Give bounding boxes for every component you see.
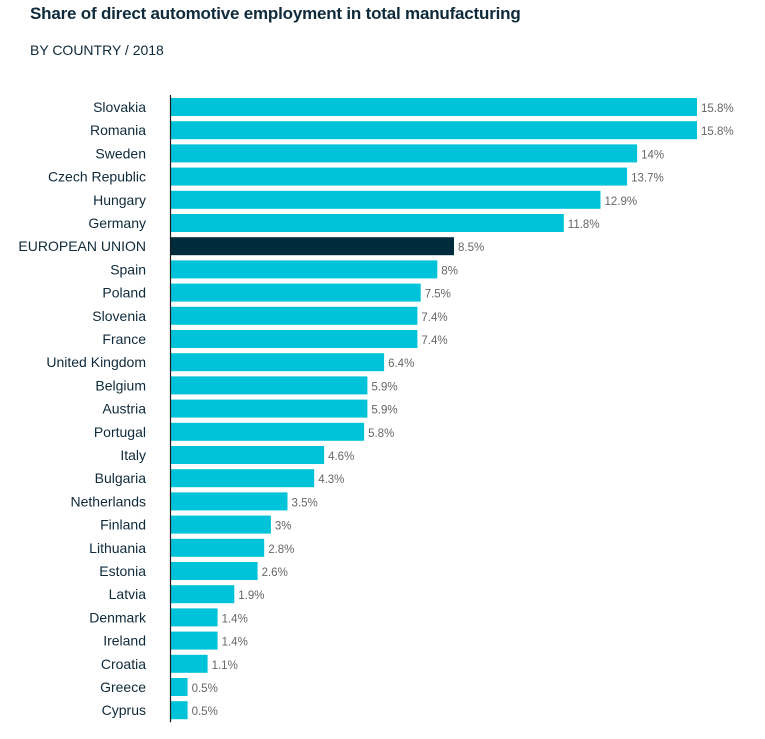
bar xyxy=(171,585,235,604)
category-label: Germany xyxy=(88,215,146,231)
data-label: 7.5% xyxy=(425,289,451,301)
chart-subtitle: BY COUNTRY / 2018 xyxy=(30,42,164,58)
category-label: EUROPEAN UNION xyxy=(18,238,146,254)
bar xyxy=(171,399,368,418)
data-label: 8.5% xyxy=(458,242,484,254)
bar xyxy=(171,469,315,488)
bar xyxy=(171,376,368,395)
category-label: United Kingdom xyxy=(46,354,146,370)
data-label: 7.4% xyxy=(421,312,447,324)
category-label: Italy xyxy=(120,447,146,463)
category-label: Ireland xyxy=(103,633,146,649)
data-label: 13.7% xyxy=(631,173,664,185)
category-label: Cyprus xyxy=(102,702,146,718)
bar xyxy=(171,214,564,232)
bar xyxy=(171,608,218,627)
data-label: 2.8% xyxy=(268,544,294,556)
data-label: 15.8% xyxy=(701,103,734,115)
bar xyxy=(171,306,418,325)
category-label: Portugal xyxy=(94,424,146,440)
category-label: Spain xyxy=(110,261,146,277)
data-label: 12.9% xyxy=(605,196,638,208)
bar xyxy=(171,422,365,441)
data-label: 1.4% xyxy=(222,613,248,625)
category-label: Denmark xyxy=(89,609,147,625)
bar xyxy=(171,562,258,580)
bar xyxy=(171,330,418,348)
bar xyxy=(171,98,697,116)
data-label: 1.1% xyxy=(212,660,238,672)
category-label: Belgium xyxy=(95,377,146,393)
bar xyxy=(171,631,218,650)
category-label: Slovakia xyxy=(93,99,146,115)
chart-title: Share of direct automotive employment in… xyxy=(30,4,521,23)
category-label: Slovenia xyxy=(92,308,146,324)
category-label: Sweden xyxy=(95,145,146,161)
category-label: Austria xyxy=(102,401,146,417)
category-label: Estonia xyxy=(99,563,146,579)
category-label: Finland xyxy=(100,517,146,533)
bar xyxy=(171,144,638,163)
category-label: Hungary xyxy=(93,192,146,208)
bar xyxy=(171,492,288,511)
data-label: 5.8% xyxy=(368,428,394,440)
category-label: Bulgaria xyxy=(95,470,147,486)
bar xyxy=(171,515,271,534)
category-label: France xyxy=(102,331,146,347)
category-label: Romania xyxy=(90,122,146,138)
data-label: 11.8% xyxy=(568,219,600,231)
bar xyxy=(171,353,385,372)
category-label: Lithuania xyxy=(89,540,146,556)
category-label: Greece xyxy=(100,679,146,695)
data-label: 5.9% xyxy=(371,405,397,417)
bar xyxy=(171,260,438,279)
data-label: 0.5% xyxy=(192,706,218,718)
bar xyxy=(171,237,454,256)
bar xyxy=(171,190,601,209)
data-label: 1.9% xyxy=(238,590,264,602)
data-label: 3% xyxy=(275,521,292,533)
value-labels: 15.8% 15.8% 14% 13.7% 12.9% 11.8% 8.5%8% 7.5% 7.… xyxy=(192,103,734,718)
bar xyxy=(171,446,325,464)
bar xyxy=(171,701,188,720)
data-label: 5.9% xyxy=(371,381,397,393)
data-label: 8% xyxy=(441,265,458,277)
bar xyxy=(171,538,265,557)
bar xyxy=(171,654,208,673)
data-label: 4.6% xyxy=(328,451,354,463)
data-label: 0.5% xyxy=(192,683,218,695)
data-label: 2.6% xyxy=(262,567,288,579)
data-label: 14% xyxy=(641,149,664,161)
category-label: Czech Republic xyxy=(48,169,146,185)
category-label: Netherlands xyxy=(71,493,147,509)
bar xyxy=(171,283,421,302)
category-label: Latvia xyxy=(109,586,147,602)
data-label: 3.5% xyxy=(292,497,318,509)
data-label: 1.4% xyxy=(222,637,248,649)
data-label: 6.4% xyxy=(388,358,414,370)
bar xyxy=(171,167,628,186)
bars-group xyxy=(171,98,697,720)
data-label: 4.3% xyxy=(318,474,344,486)
data-label: 15.8% xyxy=(701,126,734,138)
category-labels: Slovakia Romania Sweden Czech Republic Hunga… xyxy=(18,99,147,718)
bar xyxy=(171,678,188,696)
bar xyxy=(171,121,697,140)
category-label: Poland xyxy=(102,285,146,301)
category-label: Croatia xyxy=(101,656,146,672)
data-label: 7.4% xyxy=(421,335,447,347)
